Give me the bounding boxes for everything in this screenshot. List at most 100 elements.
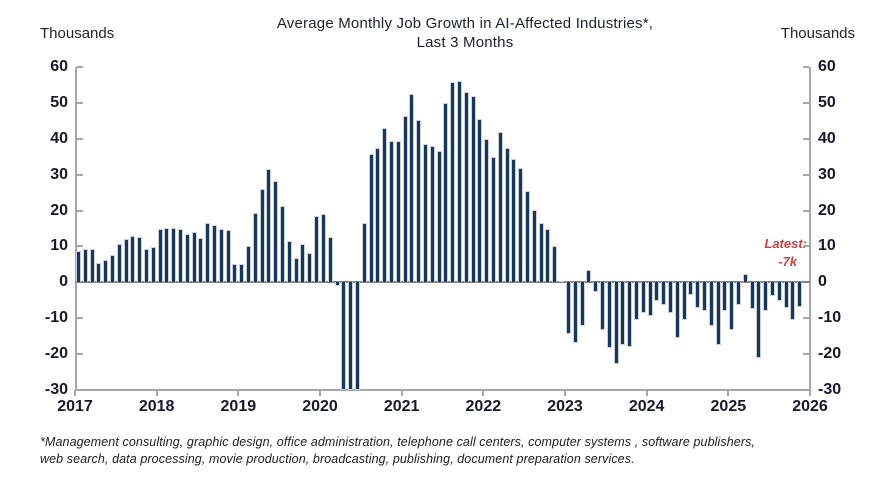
- bar: [82, 248, 88, 283]
- y-tick-mark-left: [77, 245, 83, 248]
- bar: [749, 282, 755, 310]
- bar: [695, 282, 701, 309]
- bar: [157, 228, 163, 283]
- bar: [443, 102, 449, 283]
- y-axis-left: [75, 67, 77, 390]
- bar: [218, 229, 224, 283]
- y-tick-mark-right: [803, 209, 809, 212]
- bar: [96, 262, 102, 283]
- y-tick-label-right: 20: [818, 201, 836, 219]
- bar: [627, 282, 633, 348]
- bar: [457, 80, 462, 283]
- bar: [280, 205, 286, 283]
- bar: [552, 246, 558, 283]
- x-tick-mark: [809, 390, 811, 396]
- y-tick-mark-left: [77, 209, 83, 212]
- bar: [239, 264, 245, 283]
- bar: [797, 282, 803, 308]
- bar: [334, 282, 340, 286]
- bar: [273, 180, 279, 283]
- bar: [579, 282, 585, 327]
- bar: [667, 282, 673, 314]
- y-tick-mark-right: [803, 101, 809, 104]
- bar: [531, 210, 537, 283]
- x-tick-mark: [727, 390, 730, 396]
- bar: [640, 282, 646, 314]
- y-axis-right: [809, 67, 811, 390]
- bar: [702, 282, 707, 311]
- y-tick-mark-right: [803, 66, 809, 68]
- bar: [150, 246, 156, 283]
- bar: [674, 282, 680, 339]
- y-tick-label-left: -30: [44, 381, 68, 398]
- y-tick-label-right: 10: [818, 237, 836, 255]
- bar: [715, 282, 721, 346]
- bar: [790, 282, 796, 320]
- bar: [300, 244, 306, 283]
- bar: [402, 116, 408, 283]
- bar: [722, 282, 728, 311]
- bar: [354, 282, 360, 390]
- bar: [143, 248, 149, 283]
- bar: [525, 190, 531, 283]
- y-tick-label-left: 50: [50, 93, 68, 111]
- x-tick-label: 2026: [792, 398, 828, 415]
- bar: [463, 91, 469, 283]
- bar: [341, 282, 347, 390]
- y-tick-mark-right: [803, 353, 809, 356]
- x-tick-mark: [74, 390, 76, 396]
- bar: [606, 282, 612, 349]
- y-tick-label-right: 0: [818, 273, 827, 291]
- bar: [314, 215, 320, 283]
- chart-footnote: *Management consulting, graphic design, …: [40, 434, 870, 468]
- bar: [613, 282, 619, 365]
- bar: [429, 146, 435, 283]
- y-tick-mark-left: [77, 66, 83, 68]
- bar: [266, 168, 272, 283]
- bar: [450, 81, 456, 283]
- bar: [688, 282, 694, 295]
- y-tick-label-right: 50: [818, 93, 836, 111]
- bar: [681, 282, 687, 320]
- bar: [246, 246, 252, 283]
- bar: [545, 228, 551, 283]
- x-tick-mark: [564, 390, 566, 396]
- y-tick-mark-left: [77, 137, 83, 140]
- y-tick-label-left: 60: [50, 58, 68, 75]
- y-axis-label-right: Thousands: [780, 25, 855, 42]
- bar: [593, 282, 599, 293]
- bar: [559, 280, 565, 283]
- bar: [409, 94, 415, 283]
- bar: [654, 282, 660, 302]
- zero-line: [75, 281, 810, 284]
- bar: [416, 120, 422, 283]
- latest-annotation-label: Latest:: [764, 236, 807, 251]
- y-tick-label-right: -20: [818, 345, 842, 363]
- x-tick-mark: [645, 390, 648, 396]
- x-tick-label: 2023: [547, 398, 583, 415]
- bar: [307, 252, 313, 283]
- bar: [661, 282, 667, 305]
- chart-title-line2: Last 3 Months: [416, 34, 514, 51]
- x-axis: [75, 389, 810, 391]
- bar: [770, 282, 776, 297]
- y-tick-mark-left: [77, 317, 83, 320]
- x-tick-mark: [319, 390, 321, 396]
- y-tick-label-right: -30: [818, 381, 842, 398]
- bar: [177, 229, 183, 283]
- y-tick-mark-right: [803, 389, 809, 391]
- bar: [198, 237, 204, 283]
- bar: [382, 128, 388, 283]
- latest-annotation-value: -7k: [778, 254, 797, 269]
- bar: [477, 118, 483, 283]
- y-tick-mark-left: [77, 353, 83, 356]
- chart-title-line1: Average Monthly Job Growth in AI-Affecte…: [276, 15, 654, 32]
- bar: [375, 147, 381, 283]
- bar: [89, 249, 95, 283]
- x-tick-label: 2017: [57, 398, 93, 415]
- y-tick-mark-left: [77, 101, 83, 104]
- bar: [436, 151, 442, 283]
- bar: [116, 243, 122, 283]
- y-tick-label-right: -10: [818, 309, 842, 327]
